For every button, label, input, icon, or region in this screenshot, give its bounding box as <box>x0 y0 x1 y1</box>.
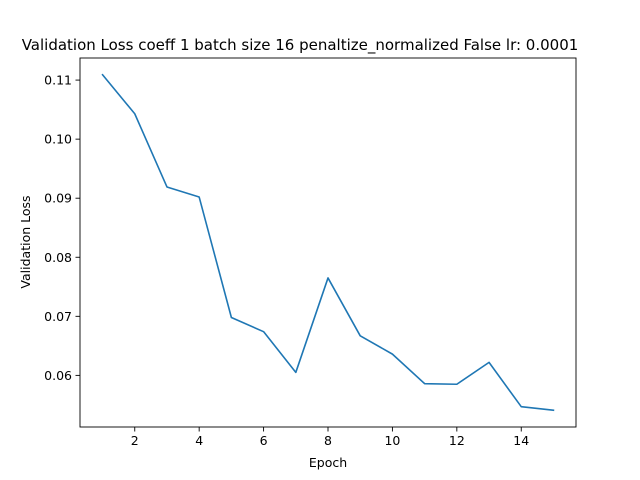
x-tick-label: 4 <box>195 433 203 448</box>
x-tick-label: 8 <box>324 433 332 448</box>
y-tick-label: 0.09 <box>44 191 72 206</box>
x-tick-label: 14 <box>513 433 529 448</box>
x-tick-label: 6 <box>260 433 268 448</box>
x-tick-label: 10 <box>384 433 400 448</box>
plot-area: 2 4 6 8 10 12 14 0.06 0.07 0.08 0.09 0.10 0.11 <box>44 57 577 448</box>
chart-title: Validation Loss coeff 1 batch size 16 pe… <box>22 36 579 55</box>
y-tick-label: 0.10 <box>44 132 72 147</box>
y-tick-label: 0.07 <box>44 309 72 324</box>
y-tick-label: 0.06 <box>44 368 72 383</box>
x-axis-title: Epoch <box>309 455 347 470</box>
x-tick-label: 12 <box>449 433 465 448</box>
series-line-0 <box>101 73 555 412</box>
y-tick-label: 0.11 <box>44 73 72 88</box>
y-axis-title: Validation Loss <box>18 195 33 288</box>
plot-frame <box>79 57 577 428</box>
x-tick-label: 2 <box>131 433 139 448</box>
y-tick-label: 0.08 <box>44 250 72 265</box>
